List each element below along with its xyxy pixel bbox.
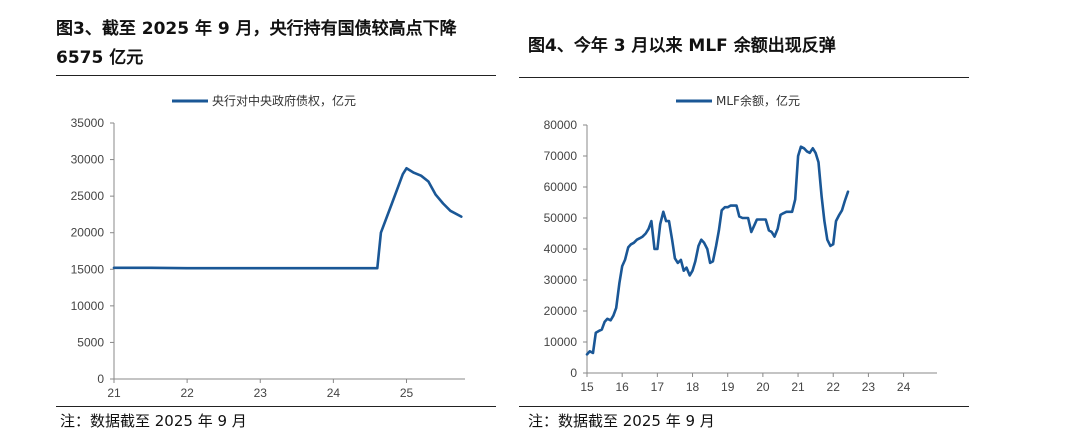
right-chart-note: 注：数据截至 2025 年 9 月 (528, 412, 715, 430)
left-y-tick-label: 35000 (71, 116, 105, 130)
left-chart-title: 图3、截至 2025 年 9 月，央行持有国债较高点下降 6575 亿元 (56, 19, 457, 68)
left-y-tick-label: 10000 (71, 299, 105, 313)
left-chart-note: 注：数据截至 2025 年 9 月 (60, 412, 247, 430)
left-x-tick-label: 23 (254, 386, 268, 400)
left-x-tick-label: 22 (180, 386, 194, 400)
left-x-tick-label: 21 (107, 386, 121, 400)
left-x-tick-label: 24 (327, 386, 341, 400)
right-footer-divider (519, 406, 969, 407)
left-y-tick-label: 20000 (71, 226, 105, 240)
left-y-tick-label: 15000 (71, 262, 105, 276)
left-y-tick-label: 25000 (71, 189, 105, 203)
left-title-divider (56, 75, 496, 76)
left-legend-label: 央行对中央政府债权，亿元 (212, 93, 356, 108)
left-series-line (112, 167, 463, 270)
right-chart-title: 图4、今年 3 月以来 MLF 余额出现反弹 (528, 36, 836, 56)
left-footer-divider (56, 406, 496, 407)
left-x-tick-label: 25 (400, 386, 414, 400)
left-y-tick-label: 5000 (77, 335, 104, 349)
right-title-divider (519, 77, 969, 78)
left-y-tick-label: 0 (97, 372, 104, 386)
left-y-tick-label: 30000 (71, 153, 105, 167)
